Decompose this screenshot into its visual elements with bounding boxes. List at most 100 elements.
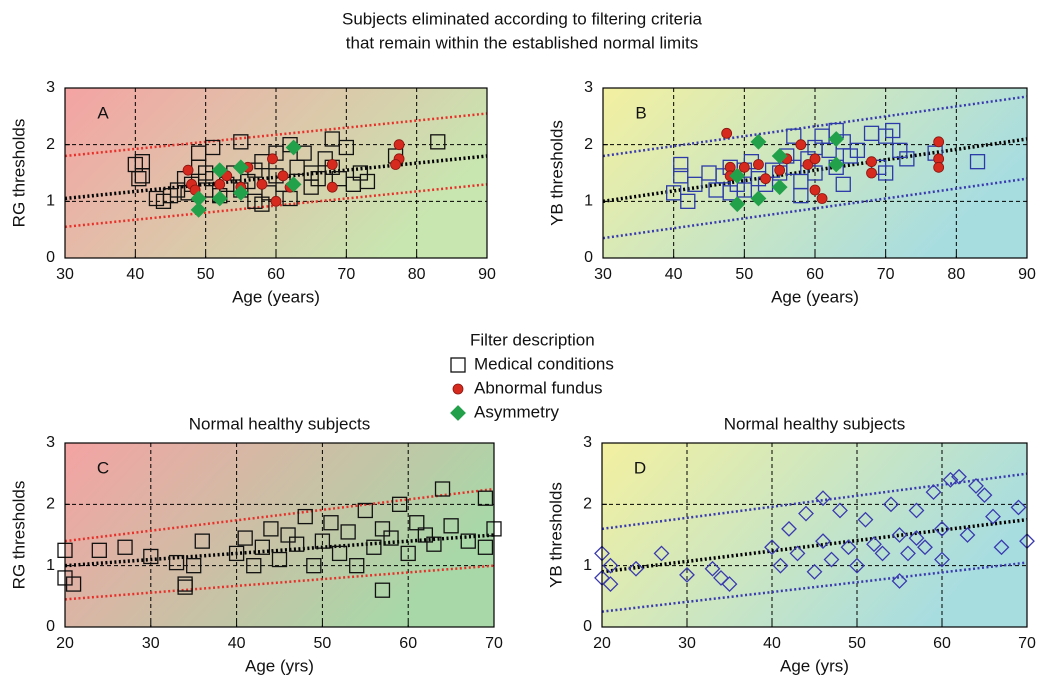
data-point — [933, 161, 945, 173]
data-point — [374, 521, 391, 537]
y-tick-label: 0 — [584, 249, 593, 266]
x-tick-label: 50 — [314, 635, 332, 652]
data-point — [323, 515, 339, 531]
data-point — [729, 196, 746, 213]
limit-line — [64, 487, 495, 543]
data-point — [908, 530, 925, 546]
x-axis-label: Age (yrs) — [780, 656, 849, 675]
data-point — [809, 153, 821, 165]
data-point — [750, 190, 767, 207]
y-tick-label: 1 — [583, 557, 592, 574]
data-point — [211, 162, 228, 179]
data-point — [131, 171, 147, 187]
data-point — [849, 557, 865, 574]
data-point — [750, 133, 767, 150]
data-point — [760, 173, 771, 185]
data-point — [391, 496, 408, 512]
x-tick-label: 60 — [806, 266, 824, 283]
y-axis-label: RG thresholds — [9, 481, 28, 590]
data-point — [430, 134, 446, 150]
x-tick-label: 40 — [763, 635, 781, 652]
data-point — [866, 156, 877, 168]
y-axis-label: YB thresholds — [546, 482, 565, 588]
data-point — [263, 521, 279, 537]
y-tick-label: 0 — [46, 249, 55, 266]
data-point — [878, 165, 894, 181]
data-point — [764, 539, 780, 556]
data-point — [828, 156, 845, 173]
data-point — [374, 582, 391, 598]
data-point — [789, 545, 806, 562]
data-point — [143, 548, 159, 565]
data-point — [891, 527, 908, 543]
data-point — [934, 520, 950, 537]
x-tick-label: 30 — [142, 635, 160, 652]
y-tick-label: 3 — [46, 79, 55, 96]
data-point — [232, 184, 249, 201]
y-tick-label: 2 — [46, 136, 55, 153]
data-point — [721, 127, 733, 139]
data-point — [214, 178, 226, 190]
y-tick-label: 1 — [46, 557, 55, 574]
data-point — [673, 168, 689, 184]
data-point — [951, 468, 967, 485]
data-point — [477, 490, 494, 506]
x-axis-label: Age (years) — [771, 287, 859, 306]
x-axis-label: Age (yrs) — [245, 656, 314, 675]
data-point — [993, 539, 1010, 556]
y-axis-label: RG thresholds — [9, 119, 28, 228]
data-point — [771, 179, 788, 196]
data-point — [297, 508, 313, 525]
data-point — [883, 496, 899, 513]
data-point — [823, 551, 840, 568]
y-tick-label: 3 — [584, 79, 593, 96]
data-point — [832, 502, 848, 519]
data-point — [366, 539, 382, 555]
plot-frame — [64, 87, 488, 259]
x-tick-label: 90 — [478, 266, 496, 283]
limit-line — [64, 112, 488, 158]
data-point — [908, 502, 925, 519]
data-point — [816, 193, 828, 204]
data-point — [477, 539, 494, 555]
limit-line — [602, 177, 1028, 240]
legend-label: Abnormal fundus — [474, 378, 603, 397]
data-point — [270, 195, 282, 207]
limit-line — [601, 472, 1028, 531]
data-point — [753, 159, 764, 170]
y-tick-label: 3 — [583, 434, 592, 451]
data-point — [781, 520, 797, 537]
plot-frame — [602, 87, 1028, 259]
data-point — [277, 170, 289, 182]
data-point — [256, 178, 268, 190]
data-point — [359, 173, 376, 190]
x-tick-label: 50 — [848, 635, 866, 652]
data-point — [857, 511, 874, 528]
x-tick-label: 80 — [947, 266, 965, 283]
data-point — [280, 527, 296, 543]
y-tick-label: 0 — [46, 618, 55, 635]
y-tick-label: 1 — [584, 193, 593, 210]
data-point — [177, 579, 193, 595]
y-tick-label: 2 — [583, 496, 592, 513]
data-point — [806, 563, 823, 580]
data-point — [349, 558, 365, 574]
data-point — [91, 542, 107, 558]
data-point — [324, 131, 340, 147]
data-point — [771, 148, 788, 164]
data-point — [628, 560, 644, 577]
data-point — [738, 161, 750, 173]
data-point — [807, 165, 823, 181]
data-point — [232, 159, 249, 176]
data-point — [261, 185, 277, 201]
x-tick-label: 40 — [665, 266, 683, 283]
data-point — [426, 536, 442, 552]
plot-frame — [64, 442, 495, 628]
data-point — [828, 131, 845, 147]
legend-label: Medical conditions — [474, 354, 614, 373]
data-point — [434, 481, 451, 497]
data-point — [390, 159, 401, 170]
data-point — [285, 139, 302, 156]
data-point — [687, 176, 703, 192]
panel-label: B — [635, 103, 646, 122]
